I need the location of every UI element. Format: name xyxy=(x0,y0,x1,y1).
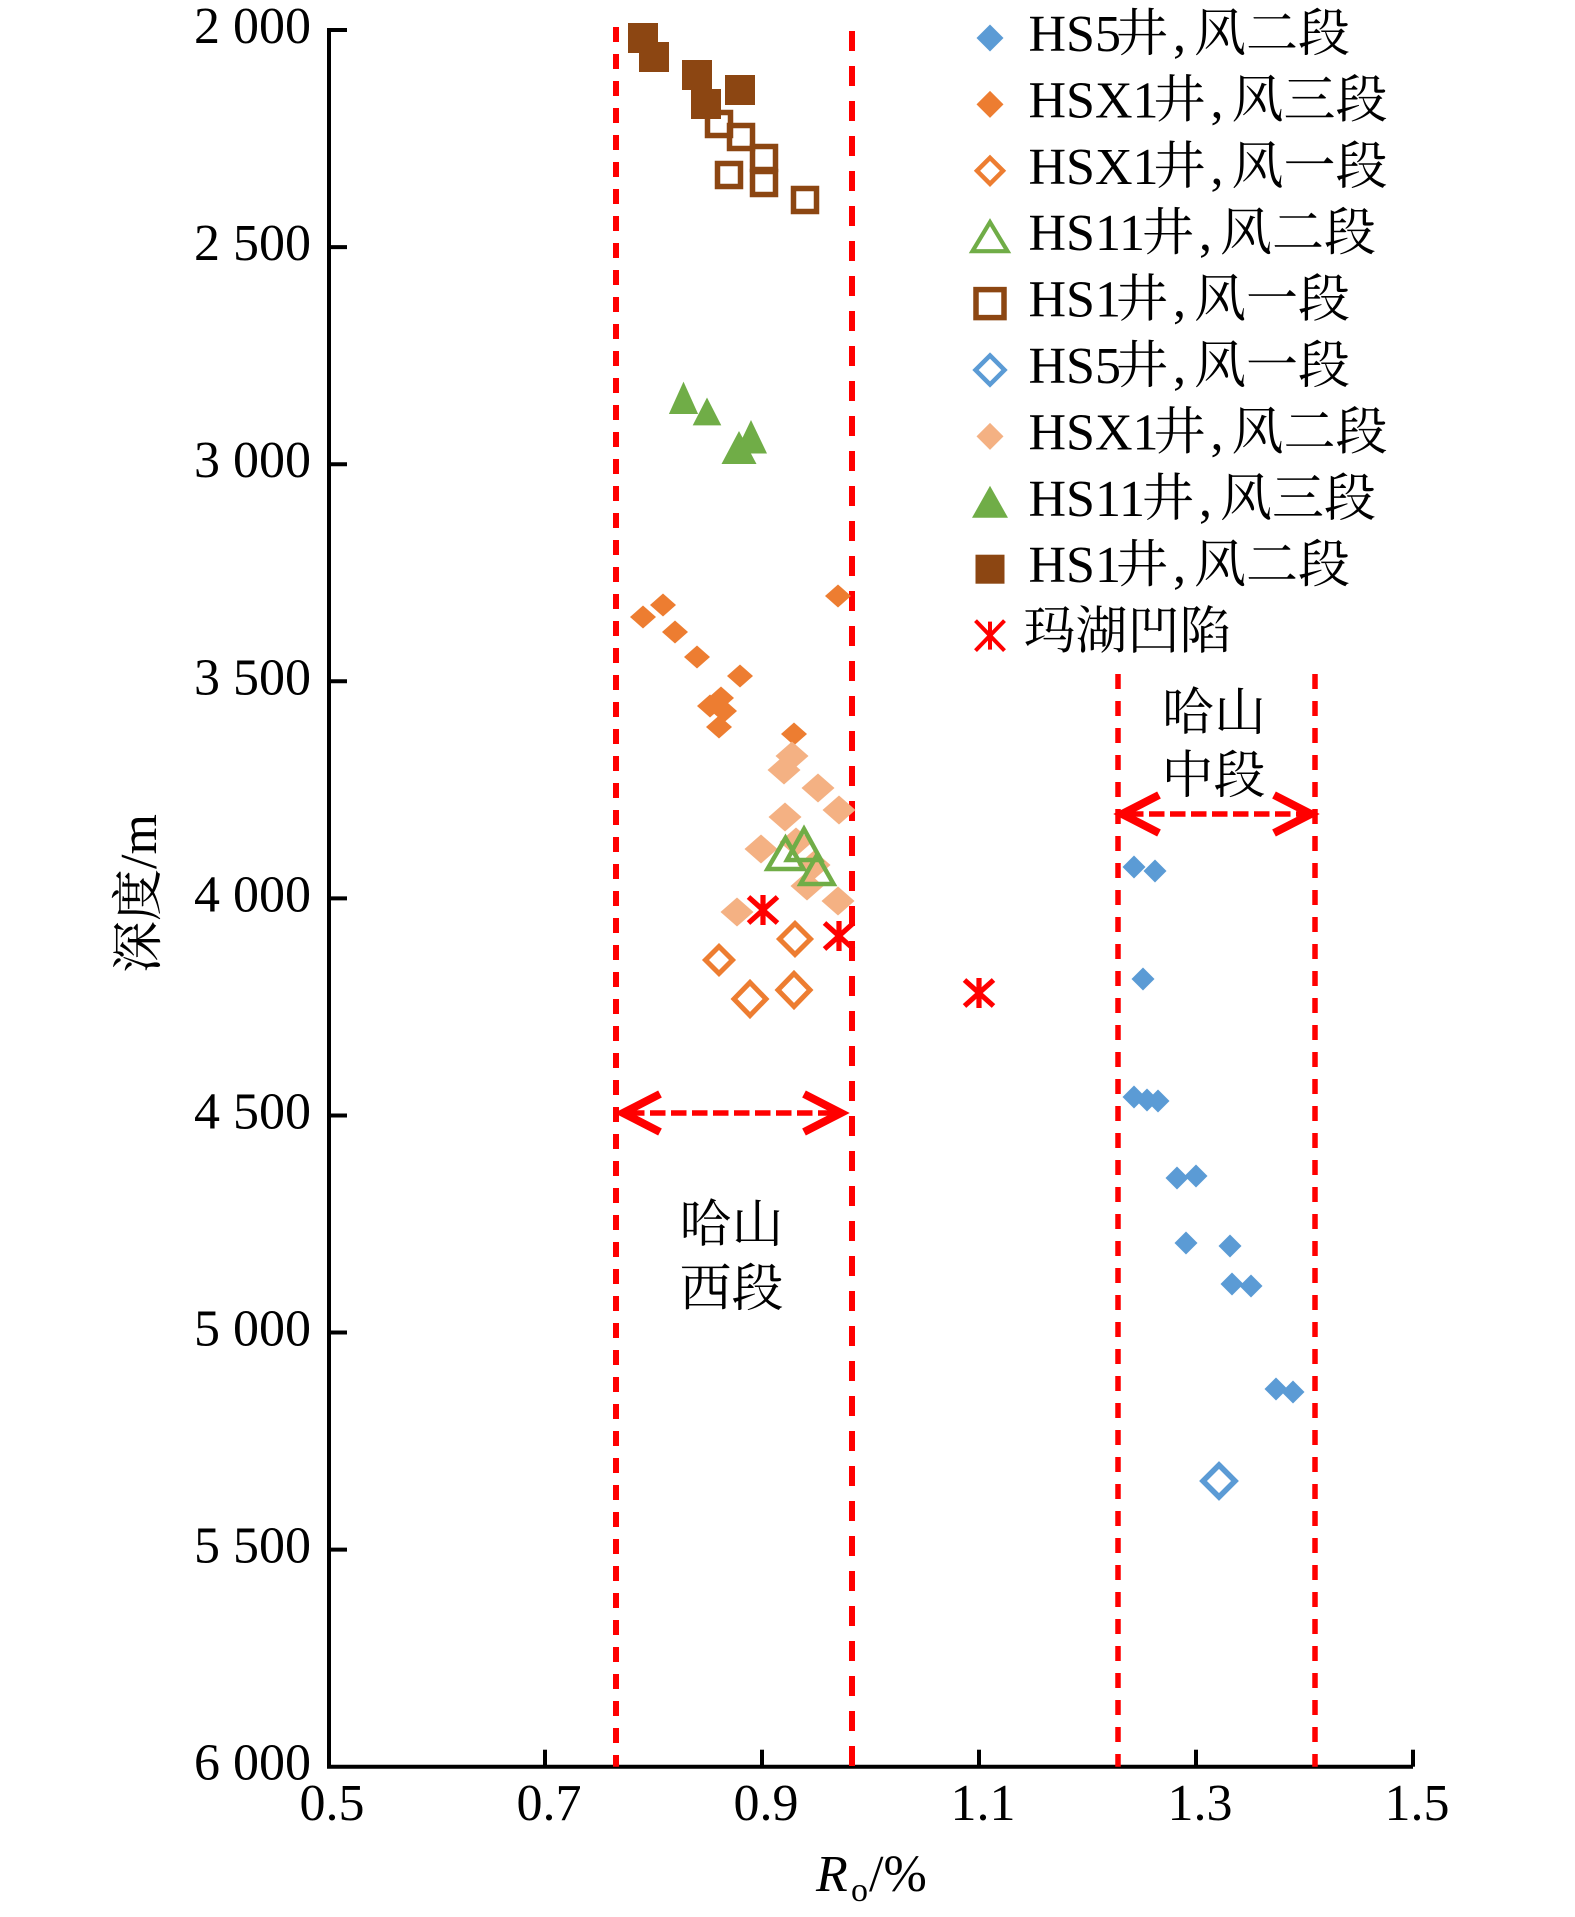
svg-text:/%: /% xyxy=(869,1846,927,1903)
svg-text:4 500: 4 500 xyxy=(194,1084,311,1141)
svg-text:HSX1: HSX1 xyxy=(1029,404,1159,461)
svg-text:,: , xyxy=(1211,72,1224,129)
svg-text:HSX1: HSX1 xyxy=(1029,139,1159,196)
svg-text:,: , xyxy=(1199,471,1212,528)
svg-text:o: o xyxy=(851,1872,868,1909)
svg-text:0.5: 0.5 xyxy=(300,1775,365,1832)
svg-text:,: , xyxy=(1211,139,1224,196)
svg-text:2 000: 2 000 xyxy=(194,0,311,55)
svg-text:R: R xyxy=(815,1846,848,1903)
svg-text:HS11: HS11 xyxy=(1029,205,1146,262)
svg-text:,: , xyxy=(1211,404,1224,461)
svg-text:,: , xyxy=(1173,338,1186,395)
svg-text:3 000: 3 000 xyxy=(194,432,311,489)
svg-text:HS11: HS11 xyxy=(1029,471,1146,528)
svg-text:HS5: HS5 xyxy=(1029,338,1121,395)
svg-text:HSX1: HSX1 xyxy=(1029,72,1159,129)
svg-text:HS1: HS1 xyxy=(1029,272,1121,329)
svg-text:0.9: 0.9 xyxy=(734,1775,799,1832)
svg-text:5 500: 5 500 xyxy=(194,1518,311,1575)
svg-text:,: , xyxy=(1173,537,1186,594)
svg-text:1.5: 1.5 xyxy=(1385,1775,1450,1832)
svg-text:HS1: HS1 xyxy=(1029,537,1121,594)
svg-text:1.3: 1.3 xyxy=(1168,1775,1233,1832)
svg-text:,: , xyxy=(1173,6,1186,63)
svg-text:6 000: 6 000 xyxy=(194,1735,311,1792)
svg-text:HS5: HS5 xyxy=(1029,6,1121,63)
svg-text:,: , xyxy=(1199,205,1212,262)
svg-text:5 000: 5 000 xyxy=(194,1301,311,1358)
svg-text:2 500: 2 500 xyxy=(194,215,311,272)
svg-text:4 000: 4 000 xyxy=(194,866,311,923)
svg-text:3 500: 3 500 xyxy=(194,649,311,706)
svg-text:,: , xyxy=(1173,272,1186,329)
svg-text:1.1: 1.1 xyxy=(951,1775,1016,1832)
svg-text:0.7: 0.7 xyxy=(517,1775,582,1832)
svg-text:/m: /m xyxy=(111,814,168,869)
